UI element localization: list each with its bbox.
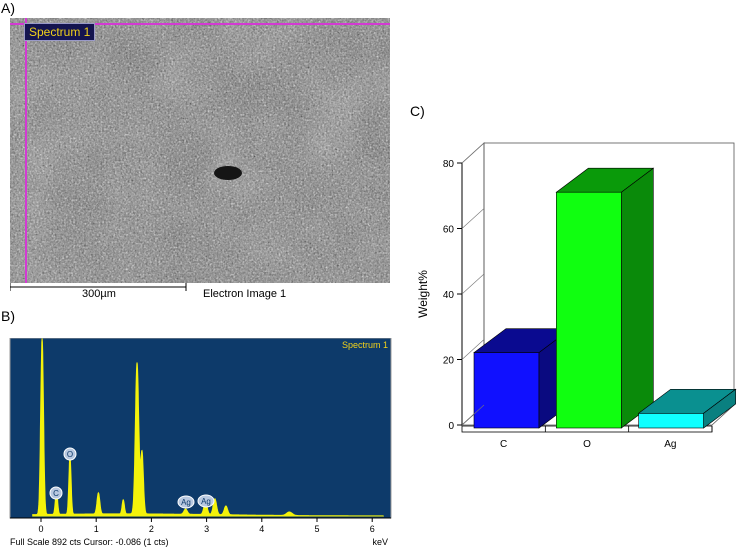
weight-percent-chart: 0 20 40 60 80 C O Ag Weight%	[405, 100, 753, 460]
bar-o	[555, 167, 655, 429]
y-tick-label: 0	[448, 421, 454, 432]
panel-label-c: C)	[410, 103, 425, 119]
eds-x-tick-label: 3	[204, 524, 209, 534]
y-tick-label: 20	[443, 356, 455, 367]
eds-peak-label-c: C	[49, 486, 63, 500]
sem-spectrum-tag: Spectrum 1	[24, 23, 96, 41]
y-tick-label: 80	[443, 159, 455, 170]
eds-x-tick-label: 6	[370, 524, 375, 534]
eds-peak-label-o: O	[63, 447, 77, 461]
sem-dark-spot	[214, 166, 242, 180]
eds-status-line: Full Scale 892 cts Cursor: -0.086 (1 cts…	[10, 537, 169, 547]
category-label-ag: Ag	[664, 439, 676, 450]
scale-bar-label: 300µm	[82, 288, 116, 300]
category-label-o: O	[583, 439, 591, 450]
y-axis-label: Weight%	[416, 270, 430, 318]
eds-x-unit: keV	[372, 537, 388, 547]
scale-bar	[10, 283, 187, 291]
sem-texture	[10, 18, 390, 283]
eds-x-tick-label: 4	[259, 524, 264, 534]
scale-bar-row: 300µm Electron Image 1	[10, 283, 390, 305]
y-tick-label: 40	[443, 290, 455, 301]
eds-peak-label-ag-1: Ag	[177, 495, 195, 509]
bar-ag	[637, 388, 737, 429]
image-caption: Electron Image 1	[203, 288, 287, 300]
eds-x-tick-label: 5	[314, 524, 319, 534]
svg-text:Ag: Ag	[201, 497, 211, 506]
eds-title: Spectrum 1	[342, 340, 388, 350]
sem-image	[10, 18, 390, 283]
eds-x-tick-label: 2	[149, 524, 154, 534]
eds-x-tick-label: 1	[94, 524, 99, 534]
eds-peak-label-ag-2: Ag	[197, 494, 215, 508]
svg-text:C: C	[53, 489, 59, 498]
panel-label-a: A)	[1, 0, 15, 16]
bar-chart-svg: 0 20 40 60 80 C O Ag Weight%	[416, 142, 737, 450]
eds-spectrum-panel: Spectrum 1 C O Ag Ag 0 1 2 3 4 5 6 keV Full Sc…	[8, 337, 393, 548]
category-label-c: C	[500, 439, 507, 450]
panel-label-b: B)	[1, 308, 15, 324]
eds-trace	[32, 338, 384, 517]
svg-text:Ag: Ag	[181, 498, 191, 507]
eds-x-tick-label: 0	[38, 524, 43, 534]
eds-plot-area	[9, 337, 392, 519]
eds-spectrum: Spectrum 1 C O Ag Ag 0 1 2 3 4 5 6 keV Full Sc…	[9, 337, 392, 547]
svg-text:O: O	[67, 450, 73, 459]
y-tick-label: 60	[443, 225, 455, 236]
